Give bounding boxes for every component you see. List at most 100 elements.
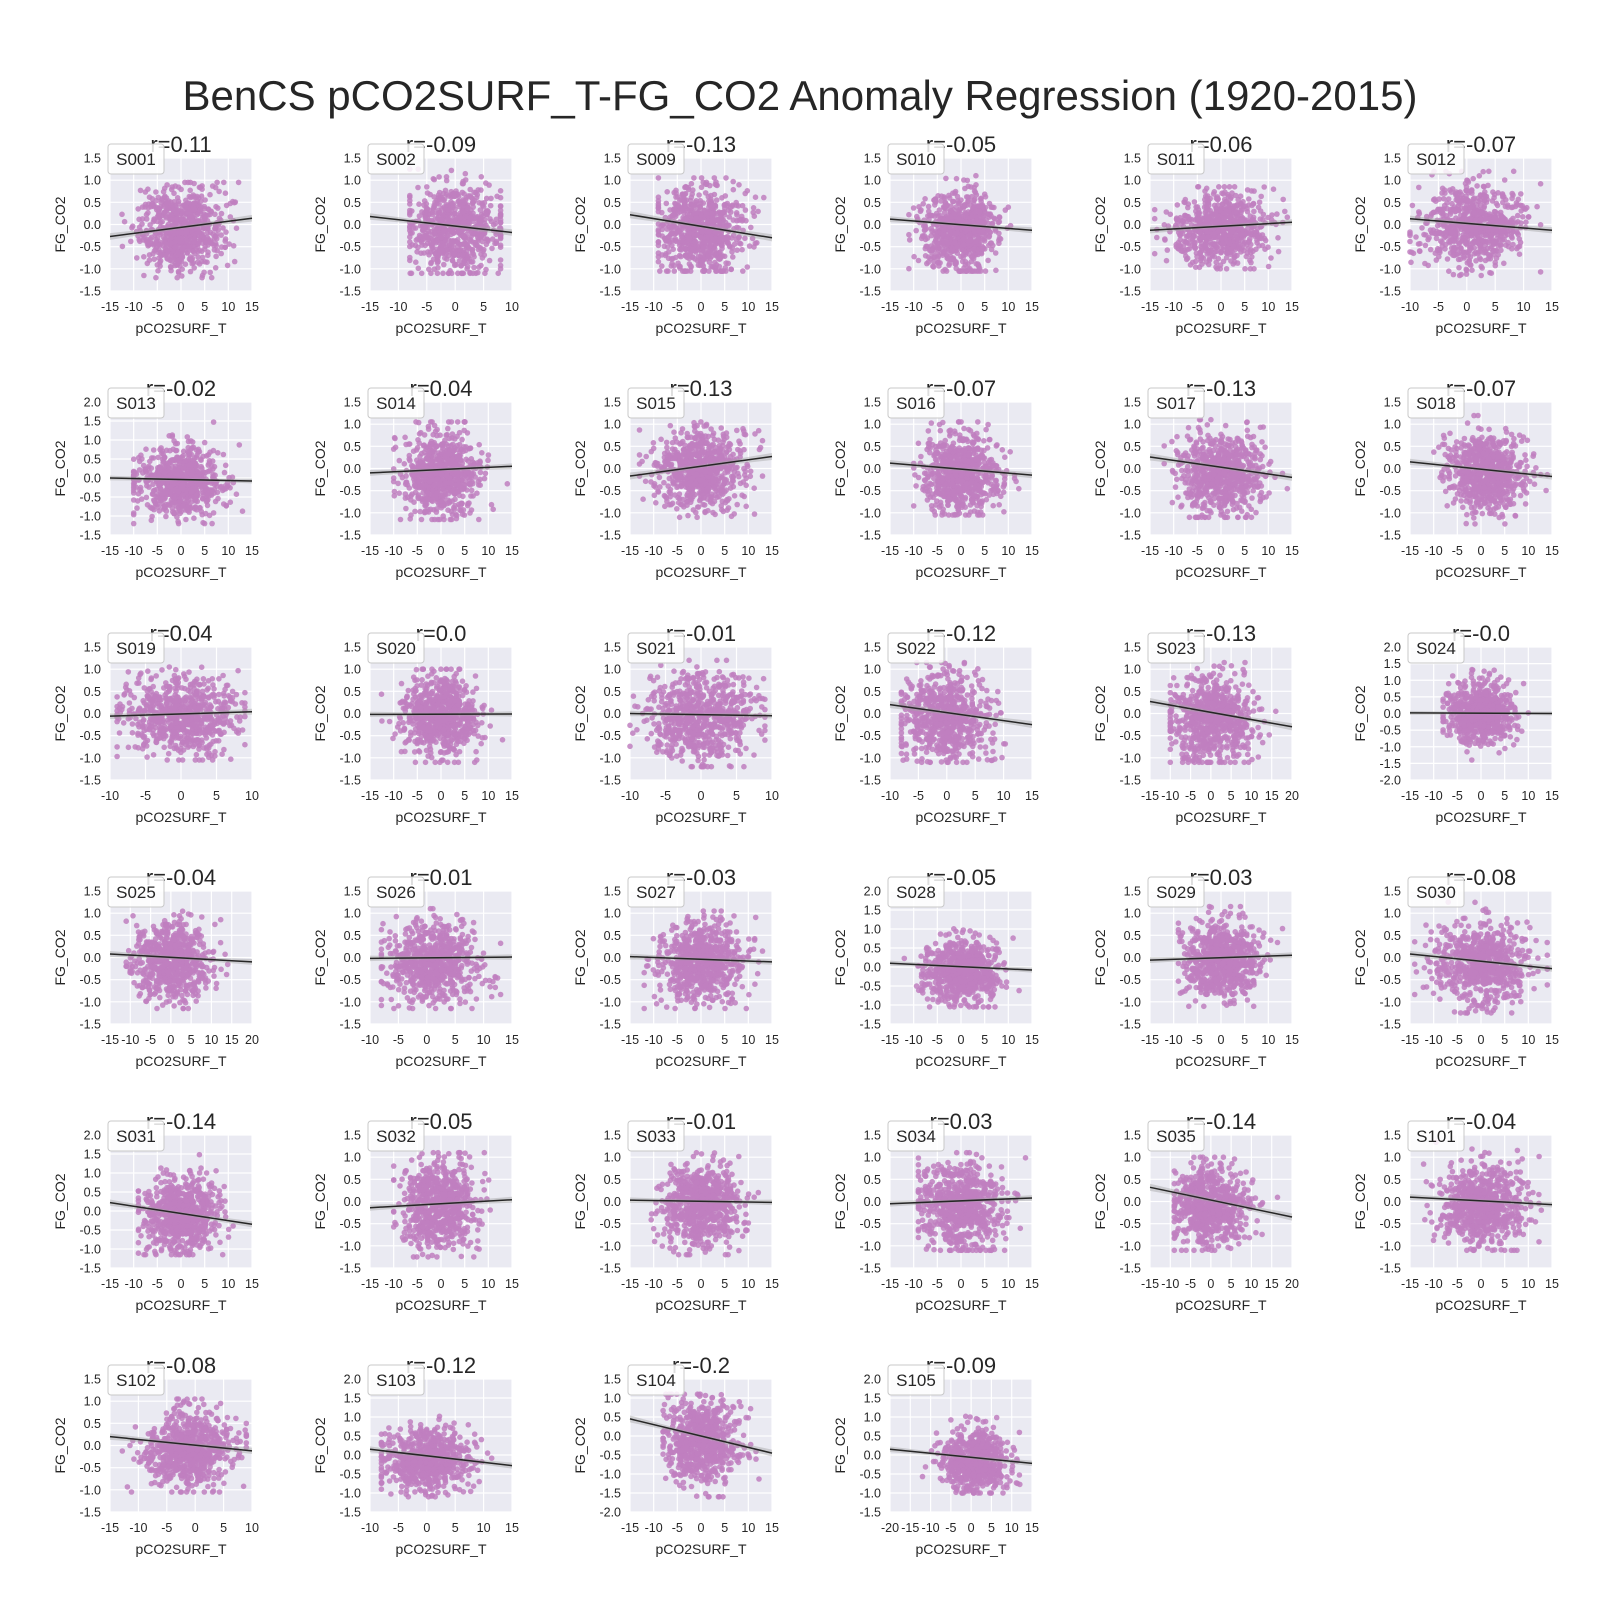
data-point: [1154, 235, 1160, 241]
data-point: [465, 207, 471, 213]
data-point: [703, 244, 709, 250]
data-point: [422, 243, 428, 249]
y-tick-label: 1.5: [864, 152, 881, 166]
data-point: [1175, 217, 1181, 223]
data-point: [961, 242, 967, 248]
data-point: [1195, 204, 1201, 210]
data-point: [137, 239, 143, 245]
data-point: [745, 188, 751, 194]
data-point: [1185, 247, 1191, 253]
data-point: [1500, 237, 1506, 243]
data-point: [948, 256, 954, 262]
x-tick-label: 0: [452, 300, 459, 314]
data-point: [155, 268, 161, 274]
data-point: [704, 180, 710, 186]
x-tick-label: -10: [905, 300, 923, 314]
data-point: [450, 205, 456, 211]
data-point: [967, 232, 973, 238]
data-point: [1487, 270, 1493, 276]
data-point: [176, 521, 182, 527]
data-point: [474, 243, 480, 249]
data-point: [152, 248, 158, 254]
data-point: [1477, 173, 1483, 179]
data-point: [973, 182, 979, 188]
y-tick-label: -0.5: [599, 240, 621, 254]
data-point: [1445, 256, 1451, 262]
data-point: [490, 236, 496, 242]
data-point: [436, 225, 442, 231]
data-point: [1202, 197, 1208, 203]
x-tick-label: -5: [421, 300, 432, 314]
data-point: [1471, 195, 1477, 201]
x-tick-label: 10: [1261, 300, 1275, 314]
data-point: [709, 211, 715, 217]
y-tick-label: -1.5: [1379, 285, 1401, 299]
data-point: [1220, 241, 1226, 247]
data-point: [1216, 256, 1222, 262]
data-point: [1474, 183, 1480, 189]
y-axis-label: FG_CO2: [572, 196, 588, 252]
x-axis-label: pCO2SURF_T: [915, 320, 1006, 336]
data-point: [1251, 266, 1257, 272]
data-point: [689, 249, 695, 255]
data-point: [925, 213, 931, 219]
data-point: [656, 250, 662, 256]
y-tick-label: 1.0: [604, 174, 621, 188]
x-tick-label: 5: [1241, 300, 1248, 314]
x-tick-label: -10: [1165, 300, 1183, 314]
data-point: [1244, 242, 1250, 248]
data-point: [717, 256, 723, 262]
data-point: [696, 254, 702, 260]
data-point: [212, 212, 218, 218]
data-point: [1483, 258, 1489, 264]
site-label-text: S009: [636, 150, 676, 169]
data-point: [414, 237, 420, 243]
y-tick-label: 1.0: [344, 174, 361, 188]
data-point: [183, 517, 189, 523]
data-point: [1511, 169, 1517, 175]
panel-grid: -1.5-1.0-0.50.00.51.01.5-15 -10 -5 0 5 10 15pC…: [52, 132, 1559, 1557]
data-point: [1465, 188, 1471, 194]
y-tick-label: -1.0: [79, 262, 101, 276]
data-point: [919, 236, 925, 242]
data-point: [212, 226, 218, 232]
data-point: [1253, 247, 1259, 253]
x-tick-label: 10: [505, 300, 519, 314]
data-point: [751, 205, 757, 211]
data-point: [175, 258, 181, 264]
data-point: [1224, 266, 1230, 272]
data-point: [471, 265, 477, 271]
x-axis-label: pCO2SURF_T: [1435, 320, 1526, 336]
site-label-text: S002: [376, 150, 416, 169]
y-tick-label: -1.5: [339, 285, 361, 299]
data-point: [712, 260, 718, 266]
panel-s012: -1.5-1.0-0.50.00.51.01.5-10 -5 0 5 10 15pCO2S…: [1352, 132, 1559, 336]
data-point: [456, 253, 462, 259]
data-point: [926, 204, 932, 210]
data-point: [1245, 209, 1251, 215]
data-point: [727, 214, 733, 220]
data-point: [963, 210, 969, 216]
data-point: [731, 187, 737, 193]
data-point: [1251, 201, 1257, 207]
data-point: [720, 268, 726, 274]
data-point: [432, 177, 438, 183]
data-point: [730, 254, 736, 260]
data-point: [451, 191, 457, 197]
data-point: [1478, 203, 1484, 209]
y-tick-label: 1.5: [1124, 152, 1141, 166]
data-point: [734, 210, 740, 216]
y-tick-label: -1.5: [859, 285, 881, 299]
site-label: S012: [1408, 144, 1464, 174]
data-point: [736, 182, 742, 188]
data-point: [1437, 248, 1443, 254]
data-point: [474, 195, 480, 201]
data-point: [1538, 269, 1544, 275]
data-point: [1197, 221, 1203, 227]
data-point: [129, 225, 135, 231]
data-point: [202, 440, 208, 446]
data-point: [458, 247, 464, 253]
data-point: [953, 204, 959, 210]
data-point: [911, 254, 917, 260]
data-point: [672, 238, 678, 244]
